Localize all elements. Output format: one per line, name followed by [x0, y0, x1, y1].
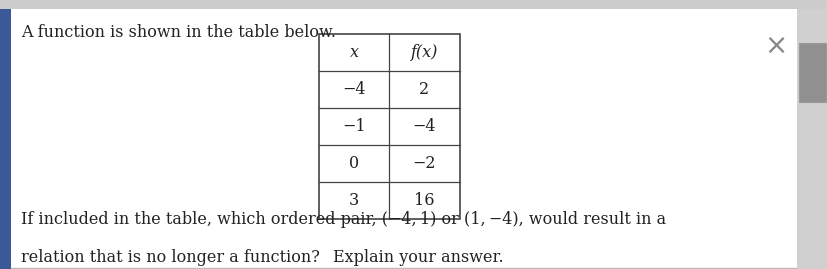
Text: A function is shown in the table below.: A function is shown in the table below.: [21, 24, 335, 41]
Text: 16: 16: [414, 192, 434, 209]
Bar: [318, 34, 459, 219]
Text: −4: −4: [342, 81, 366, 98]
Text: −2: −2: [412, 155, 436, 172]
Text: −4: −4: [412, 118, 436, 135]
Text: 2: 2: [418, 81, 429, 98]
Bar: [798, 43, 825, 102]
Text: x: x: [349, 44, 358, 61]
Text: f(x): f(x): [410, 44, 437, 61]
Text: 0: 0: [348, 155, 359, 172]
Text: If included in the table, which ordered pair, (−4, 1) or (1, −4), would result i: If included in the table, which ordered …: [21, 211, 665, 228]
Bar: [796, 9, 827, 269]
Text: −1: −1: [342, 118, 366, 135]
Text: ×: ×: [763, 32, 786, 60]
Bar: [0, 0, 827, 9]
FancyBboxPatch shape: [0, 7, 803, 268]
Text: relation that is no longer a function?  Explain your answer.: relation that is no longer a function? E…: [21, 249, 503, 266]
Bar: [0, 9, 11, 269]
Text: 3: 3: [348, 192, 359, 209]
